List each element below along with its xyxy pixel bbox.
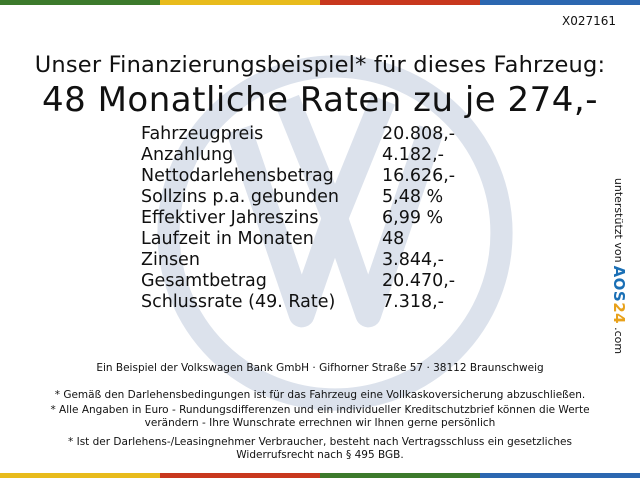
finance-label: Anzahlung (141, 145, 234, 165)
bank-disclaimer: Ein Beispiel der Volkswagen Bank GmbH · … (96, 362, 544, 374)
bottom-bar-yellow (0, 473, 160, 478)
finance-value: 48 (382, 229, 405, 249)
finance-row: Laufzeit in Monaten 48 (141, 229, 455, 250)
finance-value: 3.844,- (382, 250, 444, 270)
finance-table: Fahrzeugpreis 20.808,- Anzahlung 4.182,-… (141, 124, 455, 313)
footnote-withdrawal: * Ist der Darlehens-/Leasingnehmer Verbr… (68, 436, 572, 461)
footnote-insurance: * Gemäß den Darlehensbedingungen ist für… (54, 389, 586, 401)
finance-label: Zinsen (141, 250, 200, 270)
finance-value: 7.318,- (382, 292, 444, 312)
finance-label: Schlussrate (49. Rate) (141, 292, 336, 312)
aos24-logo: AOS24 (610, 265, 628, 324)
finance-row: Nettodarlehensbetrag 16.626,- (141, 166, 455, 187)
finance-label: Nettodarlehensbetrag (141, 166, 334, 186)
aos24-logo-24: 24 (610, 301, 628, 324)
finance-value: 20.470,- (382, 271, 456, 291)
top-bar-blue (480, 0, 640, 5)
finance-value: 16.626,- (382, 166, 456, 186)
finance-value: 6,99 % (382, 208, 444, 228)
sponsor-prefix: unterstützt von (612, 177, 626, 263)
top-color-bar (0, 0, 640, 5)
finance-row: Zinsen 3.844,- (141, 250, 455, 271)
footnote-rounding: * Alle Angaben in Euro - Rundungsdiffere… (50, 404, 590, 429)
finance-label: Sollzins p.a. gebunden (141, 187, 340, 207)
sponsor-text: unterstützt von AOS24 .com (610, 177, 628, 353)
finance-label: Fahrzeugpreis (141, 124, 264, 144)
sponsor-badge: unterstützt von AOS24 .com (606, 177, 632, 353)
top-bar-green (0, 0, 160, 5)
vehicle-code: X027161 (561, 14, 616, 28)
finance-row: Sollzins p.a. gebunden 5,48 % (141, 187, 455, 208)
finance-row: Effektiver Jahreszins 6,99 % (141, 208, 455, 229)
sponsor-suffix: .com (612, 326, 626, 354)
finance-value: 4.182,- (382, 145, 444, 165)
bottom-color-bar (0, 473, 640, 478)
headline-monthly-rate: 48 Monatliche Raten zu je 274,- (42, 80, 598, 120)
finance-row: Gesamtbetrag 20.470,- (141, 271, 455, 292)
vw-logo-watermark-icon (157, 55, 513, 411)
finance-label: Effektiver Jahreszins (141, 208, 319, 228)
finance-value: 5,48 % (382, 187, 444, 207)
bottom-bar-blue (480, 473, 640, 478)
top-bar-red (320, 0, 480, 5)
finance-label: Laufzeit in Monaten (141, 229, 314, 249)
finance-row: Fahrzeugpreis 20.808,- (141, 124, 455, 145)
finance-row: Anzahlung 4.182,- (141, 145, 455, 166)
finance-row: Schlussrate (49. Rate) 7.318,- (141, 292, 455, 313)
headline-offer: Unser Finanzierungsbeispiel* für dieses … (34, 52, 606, 78)
finance-value: 20.808,- (382, 124, 456, 144)
aos24-logo-aos: AOS (610, 265, 628, 302)
bottom-bar-green (320, 473, 480, 478)
bottom-bar-red (160, 473, 320, 478)
finance-label: Gesamtbetrag (141, 271, 267, 291)
top-bar-yellow (160, 0, 320, 5)
